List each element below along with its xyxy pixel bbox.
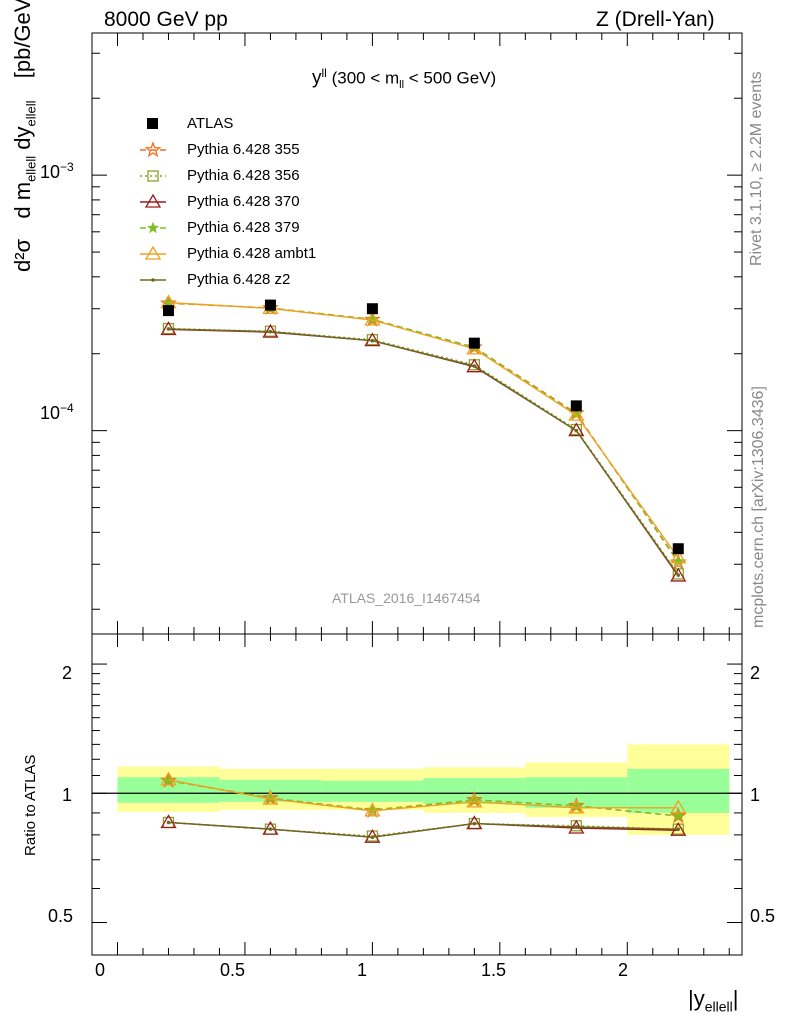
series-line-main bbox=[168, 328, 679, 577]
series-point-main bbox=[574, 428, 579, 433]
legend-marker-shape bbox=[144, 193, 162, 208]
series-point-main bbox=[364, 311, 381, 326]
series-point-ratio bbox=[268, 827, 273, 831]
series-point-ratio bbox=[160, 771, 177, 788]
series-point-main bbox=[568, 406, 585, 421]
legend-marker-shape bbox=[151, 278, 155, 282]
legend-marker bbox=[140, 278, 166, 282]
rivet-version-label: Rivet 3.1.10, ≥ 2.2M events bbox=[748, 71, 765, 266]
series-point-main bbox=[268, 329, 273, 334]
mcplots-reference-label: mcplots.cern.ch [arXiv:1306.3436] bbox=[750, 386, 767, 628]
series-line-ratio bbox=[168, 821, 679, 838]
series-point-ratio bbox=[262, 790, 279, 805]
series-point-main bbox=[568, 422, 585, 437]
series-point-ratio bbox=[262, 820, 279, 835]
series-point-ratio bbox=[568, 799, 585, 814]
series-line-main bbox=[168, 302, 679, 563]
series-point-ratio bbox=[366, 803, 379, 816]
legend-marker-shape bbox=[147, 170, 159, 182]
atlas-data-point bbox=[366, 303, 378, 315]
ratio-y-axis-label: Ratio to ATLAS bbox=[22, 754, 39, 856]
series-line-main bbox=[168, 327, 679, 575]
series-point-ratio bbox=[370, 835, 375, 840]
main-y-axis-label: d²σ d mellell dyellell [pb/GeV] bbox=[10, 0, 39, 272]
legend-label: Pythia 6.428 355 bbox=[187, 141, 300, 158]
series-point-ratio bbox=[465, 791, 483, 808]
series-point-ratio bbox=[160, 814, 177, 829]
legend-marker bbox=[140, 193, 166, 208]
atlas-data-point bbox=[570, 400, 582, 412]
series-point-ratio bbox=[669, 807, 687, 824]
series-point-ratio bbox=[472, 821, 477, 826]
atlas-data-point bbox=[162, 305, 174, 317]
ratio-y-tick-label: 2 bbox=[62, 663, 73, 683]
legend-label: Pythia 6.428 ambt1 bbox=[187, 245, 317, 262]
phase-space-annotation: yll (300 < mll < 500 GeV) bbox=[312, 66, 497, 92]
series-point-main bbox=[472, 364, 477, 368]
series-point-ratio bbox=[160, 771, 177, 786]
beam-energy-label: 8000 GeV pp bbox=[104, 8, 228, 31]
x-tick-label: 2 bbox=[618, 960, 629, 980]
ratio-y-tick-label-right: 0.5 bbox=[750, 906, 776, 926]
series-point-main bbox=[366, 312, 379, 325]
series-point-ratio bbox=[672, 809, 685, 822]
series-point-ratio bbox=[466, 793, 483, 808]
ratio-inner-band bbox=[321, 780, 424, 802]
series-point-main bbox=[676, 573, 681, 577]
x-axis-label: |yellell| bbox=[688, 986, 739, 1015]
analysis-id-label: ATLAS_2016_I1467454 bbox=[332, 590, 481, 606]
legend-marker-shape bbox=[144, 245, 162, 260]
series-point-ratio bbox=[262, 789, 279, 806]
series-line-main bbox=[168, 302, 679, 562]
legend-marker-shape bbox=[144, 141, 162, 158]
legend-marker bbox=[140, 141, 166, 158]
atlas-data-point bbox=[264, 299, 276, 311]
ratio-plot-frame bbox=[91, 633, 743, 956]
series-point-main bbox=[670, 567, 687, 582]
series-point-main bbox=[166, 327, 171, 331]
series-line-main bbox=[168, 301, 679, 559]
x-tick-label: 1 bbox=[357, 960, 368, 980]
main-y-tick-label: 10−3 bbox=[40, 160, 74, 182]
ratio-y-tick-label: 1 bbox=[62, 785, 73, 805]
main-y-tick-label: 10−4 bbox=[40, 401, 74, 423]
ratio-y-tick-label-right: 1 bbox=[750, 785, 761, 805]
x-tick-label: 0.5 bbox=[220, 960, 246, 980]
series-point-main bbox=[370, 338, 375, 343]
ratio-inner-band bbox=[627, 768, 730, 813]
x-tick-label: 1.5 bbox=[481, 960, 507, 980]
series-point-ratio bbox=[670, 799, 687, 814]
series-point-ratio bbox=[574, 825, 579, 829]
legend-marker bbox=[140, 221, 166, 234]
legend-label: Pythia 6.428 370 bbox=[187, 193, 300, 210]
x-tick-label: 0 bbox=[95, 960, 106, 980]
series-point-ratio bbox=[166, 820, 171, 825]
legend-label: Pythia 6.428 379 bbox=[187, 219, 300, 236]
series-line-main bbox=[168, 328, 679, 576]
series-point-ratio bbox=[676, 827, 681, 831]
legend-marker-atlas bbox=[147, 118, 158, 129]
atlas-data-point bbox=[672, 543, 684, 555]
legend-label: Pythia 6.428 z2 bbox=[187, 271, 291, 288]
series-point-ratio bbox=[364, 802, 381, 817]
legend-marker bbox=[140, 170, 166, 182]
legend-marker bbox=[140, 245, 166, 260]
legend-label: ATLAS bbox=[187, 115, 234, 132]
legend-marker-shape bbox=[146, 221, 160, 234]
series-point-ratio bbox=[264, 791, 277, 804]
series-point-ratio bbox=[466, 815, 483, 830]
series-line-ratio bbox=[168, 779, 679, 812]
ratio-y-tick-label: 0.5 bbox=[48, 906, 74, 926]
ratio-y-tick-label-right: 2 bbox=[750, 663, 761, 683]
atlas-data-point bbox=[468, 337, 480, 349]
series-point-ratio bbox=[567, 796, 585, 813]
process-label: Z (Drell-Yan) bbox=[596, 8, 715, 31]
series-point-main bbox=[670, 549, 687, 564]
legend-label: Pythia 6.428 356 bbox=[187, 167, 300, 184]
